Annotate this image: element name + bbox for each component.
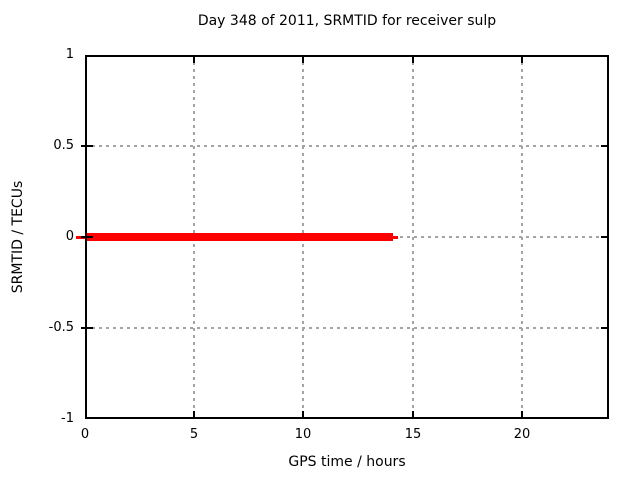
x-tick-mark-top xyxy=(193,57,195,63)
x-tick-label: 10 xyxy=(294,427,312,442)
chart-title: Day 348 of 2011, SRMTID for receiver sul… xyxy=(197,13,497,29)
y-tick-mark-left-outer xyxy=(81,327,85,329)
y-tick-label: -1 xyxy=(61,411,74,426)
y-tick-mark-right xyxy=(601,145,607,147)
y-tick-mark-left xyxy=(87,327,93,329)
x-tick-mark-bottom xyxy=(521,411,523,417)
y-tick-label: -0.5 xyxy=(48,320,74,335)
y-tick-mark-right xyxy=(601,236,607,238)
x-tick-label: 0 xyxy=(80,427,90,442)
y-tick-mark-left-outer xyxy=(81,145,85,147)
y-tick-label: 1 xyxy=(65,47,74,62)
x-tick-mark-top xyxy=(521,57,523,63)
y-tick-label: 0 xyxy=(65,229,74,244)
y-tick-mark-left-outer xyxy=(81,236,85,238)
x-tick-label: 15 xyxy=(404,427,422,442)
x-axis-label: GPS time / hours xyxy=(288,454,406,470)
y-tick-mark-left xyxy=(87,145,93,147)
x-tick-mark-bottom xyxy=(412,411,414,417)
gridline-horizontal xyxy=(85,145,609,147)
y-tick-mark-right xyxy=(601,327,607,329)
x-tick-mark-top xyxy=(412,57,414,63)
x-tick-label: 20 xyxy=(513,427,531,442)
y-tick-mark-left xyxy=(87,236,93,238)
y-tick-label: 0.5 xyxy=(53,138,74,153)
series-line-srmtid xyxy=(85,233,393,241)
x-tick-mark-bottom xyxy=(193,411,195,417)
x-tick-mark-bottom xyxy=(302,411,304,417)
plot-area-border xyxy=(85,55,609,419)
gridline-horizontal xyxy=(85,327,609,329)
x-tick-mark-top xyxy=(302,57,304,63)
x-tick-label: 5 xyxy=(189,427,199,442)
